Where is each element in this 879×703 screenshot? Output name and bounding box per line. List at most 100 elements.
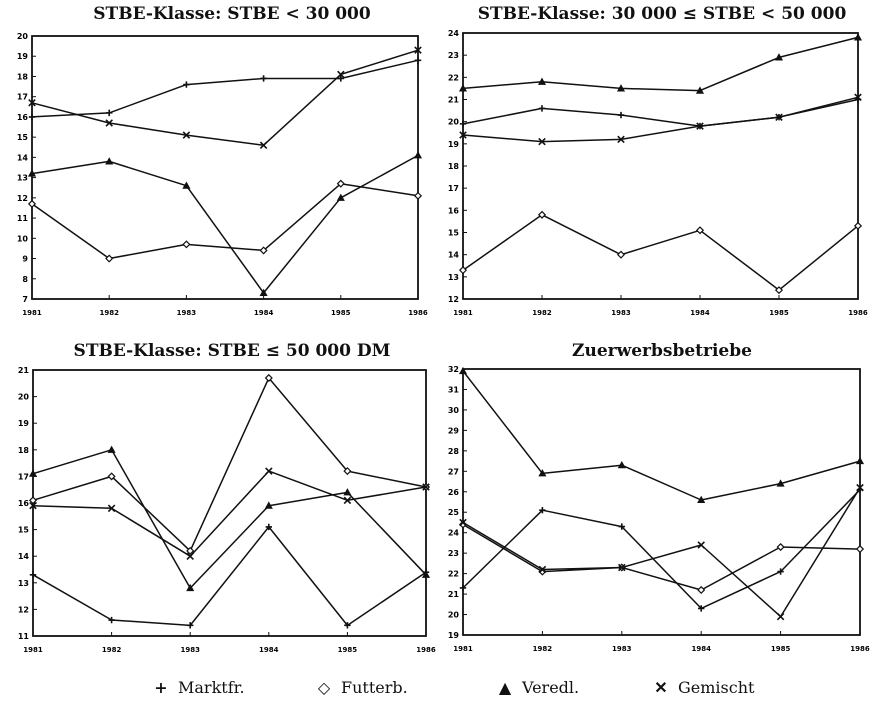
chart-1-frame	[31, 35, 419, 300]
cross-marker	[617, 135, 625, 144]
y-tick-label: 11	[17, 214, 29, 223]
x-tick-label: 1983	[612, 645, 632, 653]
legend-label-veredl: Veredl.	[522, 678, 580, 697]
plus-marker	[29, 571, 37, 579]
chart-4-frame	[462, 368, 861, 636]
cross-marker	[775, 113, 783, 121]
cross-marker	[337, 70, 345, 79]
triangle-marker	[537, 77, 547, 85]
cross-marker	[414, 46, 422, 54]
plus-marker	[539, 506, 546, 514]
legend-item-futterb: ◇ Futterb.	[315, 678, 408, 697]
triangle-marker	[697, 495, 706, 504]
triangle-marker	[421, 570, 431, 578]
plus-marker	[617, 111, 625, 119]
x-tick-label: 1981	[22, 309, 42, 317]
x-tick-label: 1985	[771, 645, 791, 653]
x-tick-label: 1981	[23, 646, 43, 654]
chart-3-title: STBE-Klasse: STBE ≤ 50 000 DM	[73, 341, 391, 361]
y-tick-label: 18	[18, 446, 30, 455]
series-line-gemischt	[31, 49, 419, 146]
y-tick-label: 24	[448, 29, 460, 38]
triangle-marker-icon: ▲	[498, 678, 512, 697]
series-line-marktfr	[31, 59, 419, 118]
y-tick-label: 23	[448, 51, 459, 60]
triangle-marker	[413, 151, 423, 159]
x-tick-label: 1984	[254, 309, 274, 317]
series-line-futterb	[31, 182, 419, 260]
diamond-marker	[853, 221, 863, 230]
y-tick-label: 24	[448, 529, 460, 538]
y-tick-label: 12	[17, 194, 28, 203]
diamond-marker	[537, 210, 547, 219]
diamond-marker	[616, 250, 626, 259]
chart-3-frame	[32, 369, 427, 637]
y-tick-label: 31	[448, 385, 460, 394]
chart-4-title: Zuerwerbsbetriebe	[572, 341, 752, 361]
cross-marker	[856, 483, 864, 492]
series-line-veredl	[32, 449, 427, 589]
series-line-gemischt	[462, 487, 861, 618]
diamond-marker	[774, 286, 784, 295]
chart-2-frame	[462, 32, 859, 300]
cross-marker	[182, 131, 191, 139]
y-tick-label: 19	[17, 52, 29, 61]
diamond-marker	[538, 567, 547, 576]
chart-4: 19 20 21 22 23 24 25 26 27 28 29 30 31 32 1981 1982 1983…	[448, 365, 870, 653]
x-tick-label: 1984	[691, 645, 711, 653]
cross-marker	[538, 565, 547, 574]
plus-marker	[265, 523, 272, 531]
y-tick-label: 28	[448, 447, 460, 456]
triangle-marker	[695, 86, 705, 94]
triangle-marker	[776, 479, 785, 487]
y-tick-label: 16	[18, 499, 30, 508]
y-tick-label: 14	[17, 153, 29, 162]
y-tick-label: 14	[448, 251, 460, 260]
chart-1-title: STBE-Klasse: STBE < 30 000	[93, 4, 371, 24]
cross-marker	[776, 612, 785, 621]
diamond-marker	[855, 545, 865, 554]
y-tick-label: 21	[448, 96, 460, 105]
plus-marker	[337, 75, 344, 82]
x-tick-label: 1983	[180, 646, 200, 654]
diamond-marker	[697, 585, 706, 595]
x-tick-label: 1984	[259, 646, 279, 654]
y-tick-label: 27	[448, 467, 459, 476]
triangle-marker	[343, 488, 352, 496]
cross-marker	[259, 141, 268, 150]
y-tick-label: 19	[18, 419, 30, 428]
y-tick-label: 13	[17, 174, 28, 183]
diamond-marker	[182, 240, 191, 249]
triangle-marker	[105, 157, 114, 165]
series-line-futterb	[462, 523, 861, 591]
triangle-marker	[259, 288, 268, 296]
plus-marker	[187, 622, 194, 629]
diamond-marker	[458, 266, 468, 275]
diamond-marker	[695, 226, 705, 235]
x-tick-label: 1982	[532, 309, 552, 317]
legend-item-gemischt: ✕ Gemischt	[652, 678, 754, 697]
legend-label-marktfr: Marktfr.	[178, 678, 245, 697]
diamond-marker	[27, 199, 37, 208]
chart-2-title: STBE-Klasse: 30 000 ≤ STBE < 50 000	[477, 4, 847, 24]
y-tick-label: 20	[448, 118, 460, 127]
x-tick-label: 1985	[769, 309, 789, 317]
y-tick-label: 9	[22, 255, 28, 264]
y-tick-label: 20	[448, 611, 460, 620]
triangle-marker	[264, 501, 273, 509]
triangle-marker	[336, 193, 345, 201]
triangle-marker	[458, 84, 468, 92]
triangle-marker	[27, 169, 37, 177]
y-tick-label: 18	[448, 162, 460, 171]
x-tick-label: 1983	[611, 309, 631, 317]
diamond-marker	[336, 179, 345, 188]
x-tick-label: 1986	[416, 646, 436, 654]
cross-marker	[459, 518, 467, 527]
chart-1: 7 8 9 10 11 12 13 14 15 16 17 18 19 20 1981 1982 1983 198…	[17, 32, 428, 317]
y-tick-label: 20	[17, 32, 29, 41]
triangle-marker	[458, 366, 468, 375]
triangle-marker	[107, 445, 116, 453]
plus-marker-icon: +	[154, 678, 168, 697]
plus-marker	[108, 616, 115, 624]
plus-marker	[106, 109, 113, 117]
